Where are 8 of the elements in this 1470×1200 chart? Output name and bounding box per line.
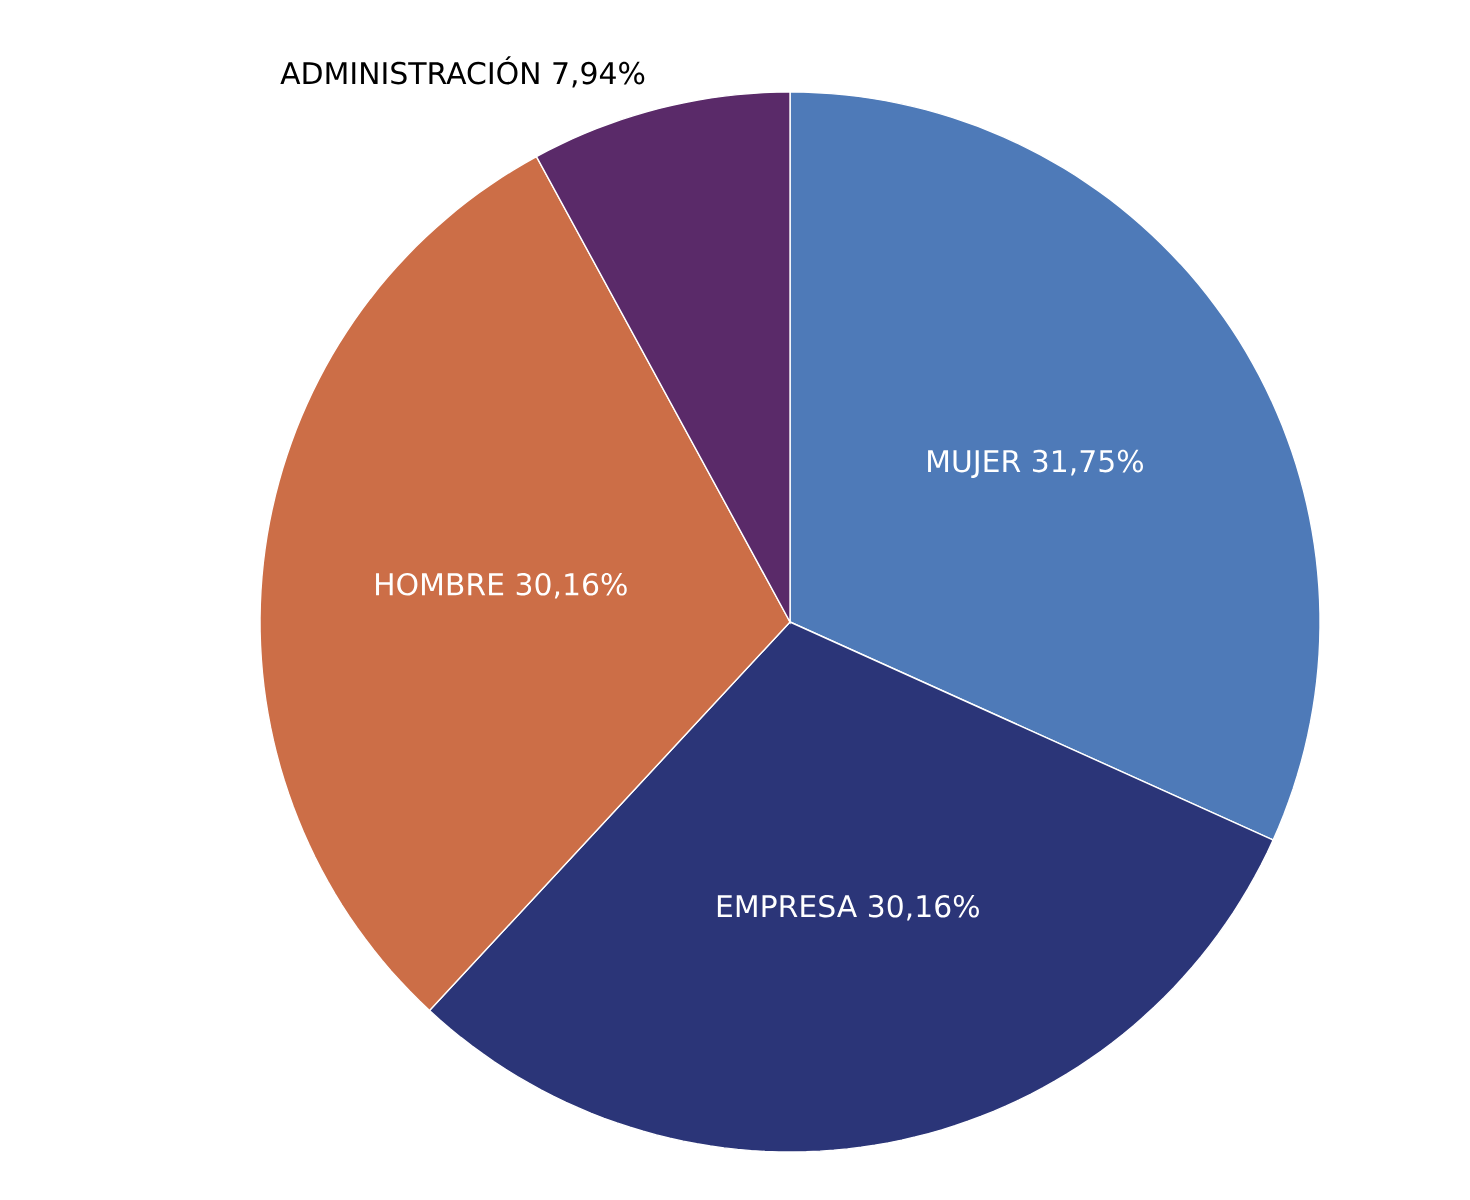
slice-label: HOMBRE <box>376 572 504 596</box>
data-label: 30,16% <box>868 894 979 921</box>
slice-label: ADMINISTRACIÓN <box>280 56 539 85</box>
data-label: 30,16% <box>516 572 627 599</box>
data-label: 31,75% <box>1033 449 1143 476</box>
slice-label: MUJER <box>928 450 1021 478</box>
slice-label: EMPRESA <box>717 894 857 918</box>
data-label: 7,94% <box>553 61 645 88</box>
